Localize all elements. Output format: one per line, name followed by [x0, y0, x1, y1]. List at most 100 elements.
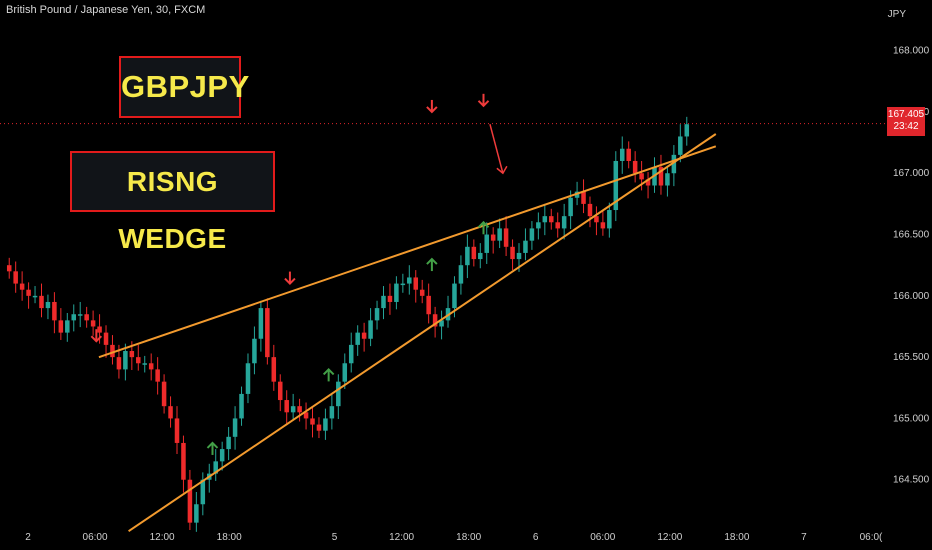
- candle: [600, 210, 606, 236]
- candle-body: [510, 246, 515, 260]
- down-arrow-marker: [426, 99, 438, 114]
- y-tick-label: 167.000: [893, 168, 930, 179]
- candle-body: [368, 320, 373, 339]
- candle: [665, 165, 670, 197]
- candle: [594, 206, 599, 236]
- candle-body: [271, 357, 277, 382]
- candle-body: [503, 228, 509, 247]
- candle: [213, 449, 218, 481]
- candle-body: [626, 148, 631, 161]
- candle: [84, 306, 89, 328]
- candle-body: [458, 265, 464, 284]
- x-tick-label: 18:00: [456, 532, 481, 543]
- candle-body: [116, 357, 122, 370]
- candle: [323, 408, 328, 440]
- x-tick-label: 12:00: [389, 532, 414, 543]
- x-tick-label: 06:00: [590, 532, 615, 543]
- candle-body: [465, 246, 470, 266]
- candle-body: [490, 234, 496, 241]
- candle-body: [348, 344, 354, 364]
- currency-label: JPY: [887, 9, 906, 20]
- candle-body: [600, 222, 606, 229]
- candle-body: [342, 363, 348, 382]
- candle: [542, 203, 548, 236]
- candle-body: [129, 351, 135, 358]
- candle-body: [265, 308, 270, 358]
- candle-body: [329, 406, 335, 419]
- candle: [419, 279, 425, 304]
- candle: [181, 435, 186, 493]
- candle: [174, 406, 180, 454]
- candle-body: [316, 424, 322, 431]
- candle: [671, 145, 677, 187]
- candle-body: [71, 314, 77, 321]
- y-tick-label: 165.000: [893, 413, 930, 424]
- candle-body: [387, 295, 393, 302]
- candle: [471, 239, 477, 267]
- candle-body: [400, 283, 406, 286]
- candle: [645, 172, 651, 199]
- candle: [265, 298, 270, 365]
- candle-body: [187, 479, 193, 523]
- candle-body: [245, 363, 251, 394]
- candle: [490, 227, 496, 254]
- up-arrow-marker: [477, 220, 490, 235]
- candle-body: [484, 234, 489, 253]
- candle: [549, 208, 554, 230]
- candle-body: [613, 160, 619, 211]
- candle-body: [26, 289, 31, 296]
- candle: [232, 406, 238, 450]
- candle-body: [542, 216, 548, 223]
- candle: [387, 283, 393, 315]
- candle-body: [426, 295, 431, 315]
- x-tick-label: 7: [801, 532, 807, 543]
- candle: [626, 141, 631, 169]
- candle: [136, 344, 141, 371]
- x-axis[interactable]: 2 06:00 12:00 18:00 5 12:00 18:00 6 06:00 12:00 18…: [25, 532, 883, 543]
- candle: [342, 353, 348, 390]
- candle: [142, 355, 147, 373]
- candle-body: [374, 308, 380, 321]
- candle: [445, 295, 451, 328]
- up-arrow-marker: [322, 367, 335, 382]
- candle: [439, 310, 444, 340]
- candle: [13, 261, 18, 293]
- candle-body: [161, 381, 167, 407]
- candle-body: [497, 228, 502, 241]
- candle-body: [413, 277, 419, 290]
- candle-body: [123, 351, 128, 370]
- candle-body: [239, 393, 244, 419]
- candle: [258, 300, 264, 352]
- candle-body: [432, 314, 438, 327]
- candle-body: [645, 179, 651, 186]
- candle-body: [32, 295, 38, 298]
- candle-body: [219, 449, 225, 462]
- candle: [555, 212, 560, 238]
- candle-body: [232, 418, 238, 437]
- candle-body: [607, 210, 612, 229]
- candle-body: [678, 136, 683, 155]
- candle: [639, 160, 644, 191]
- candle-body: [213, 461, 218, 474]
- candle-body: [516, 252, 522, 260]
- candle: [103, 325, 109, 358]
- candle-body: [619, 148, 625, 161]
- candle-body: [58, 320, 64, 333]
- candle-body: [97, 326, 102, 333]
- candle-body: [381, 295, 386, 309]
- candle: [297, 398, 302, 422]
- candle: [65, 313, 70, 342]
- candle: [607, 202, 612, 238]
- candle-body: [19, 283, 25, 290]
- candle: [432, 306, 438, 338]
- candle: [632, 151, 638, 183]
- candle: [6, 257, 12, 279]
- candle-body: [194, 504, 199, 523]
- candle: [123, 343, 128, 381]
- candle: [277, 374, 283, 412]
- candle: [58, 308, 64, 340]
- candle: [381, 286, 386, 320]
- candle-body: [568, 197, 573, 217]
- candle-body: [200, 479, 206, 505]
